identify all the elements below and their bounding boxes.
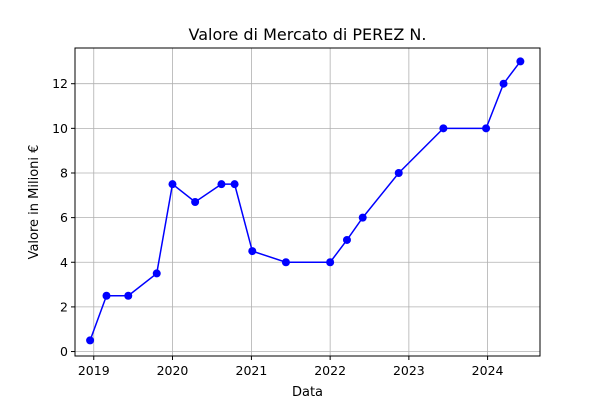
data-point — [326, 258, 335, 267]
data-point — [439, 124, 448, 133]
y-tick-label: 10 — [52, 121, 68, 136]
data-point — [358, 213, 367, 222]
data-point — [342, 235, 351, 244]
y-axis-label: Valore in Milioni € — [27, 145, 42, 260]
x-axis: 2019 2020 2021 2022 2023 2024 — [78, 356, 504, 378]
x-tick-label: 2019 — [78, 363, 110, 378]
data-point — [248, 247, 257, 256]
x-tick-label: 2024 — [472, 363, 504, 378]
data-point — [217, 180, 226, 189]
data-point — [516, 57, 525, 66]
data-point — [394, 168, 403, 177]
data-point — [152, 269, 161, 278]
x-tick-label: 2021 — [236, 363, 268, 378]
data-point — [281, 258, 290, 267]
x-tick-label: 2022 — [314, 363, 346, 378]
data-point — [499, 79, 508, 88]
x-tick-label: 2020 — [157, 363, 189, 378]
y-tick-label: 2 — [60, 299, 68, 314]
y-tick-label: 12 — [52, 76, 68, 91]
data-point — [230, 180, 239, 189]
x-axis-label: Data — [292, 385, 323, 400]
plot-frame — [74, 47, 541, 357]
y-tick-label: 0 — [60, 344, 68, 359]
series — [86, 57, 525, 345]
y-axis: 0 2 4 6 8 10 12 — [52, 76, 75, 359]
data-point — [191, 198, 200, 206]
plot-background — [75, 48, 540, 356]
y-tick-label: 6 — [60, 210, 68, 225]
data-point — [482, 124, 491, 133]
data-point — [124, 291, 133, 300]
data-point — [86, 336, 95, 345]
y-tick-label: 4 — [60, 255, 68, 270]
data-point — [102, 291, 111, 300]
series-line — [89, 60, 521, 341]
chart-title: Valore di Mercato di PEREZ N. — [189, 25, 427, 44]
y-tick-label: 8 — [60, 165, 68, 180]
x-tick-label: 2023 — [393, 363, 425, 378]
data-point — [168, 180, 177, 189]
